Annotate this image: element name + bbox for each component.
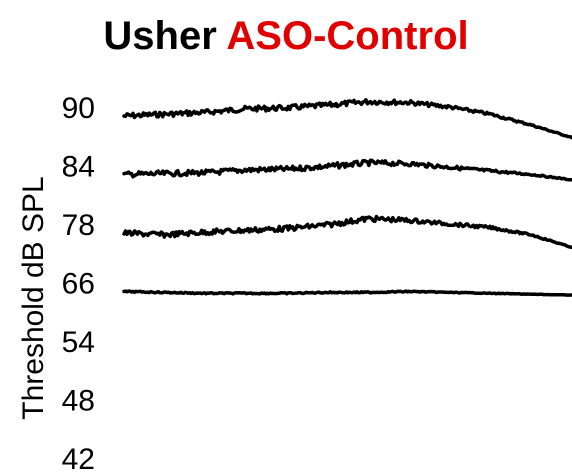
y-tick-label: 42 bbox=[62, 443, 95, 472]
threshold-trace-66 bbox=[122, 289, 572, 297]
y-tick-label: 90 bbox=[62, 92, 95, 125]
y-tick-label: 48 bbox=[62, 384, 95, 417]
chart-title-main: Usher bbox=[103, 14, 217, 58]
y-axis-ticks: 90 84 78 66 54 48 42 bbox=[62, 92, 95, 472]
y-tick-label: 66 bbox=[62, 267, 95, 300]
threshold-trace-78 bbox=[122, 214, 572, 249]
y-tick-label: 54 bbox=[62, 326, 95, 359]
y-tick-label: 78 bbox=[62, 209, 95, 242]
y-tick-label: 84 bbox=[62, 150, 95, 183]
threshold-traces bbox=[122, 98, 572, 297]
chart-title-accent: ASO-Control bbox=[226, 14, 469, 58]
chart-title: Usher ASO-Control bbox=[0, 8, 572, 64]
threshold-trace-90 bbox=[122, 98, 572, 140]
threshold-trace-84 bbox=[122, 158, 572, 182]
